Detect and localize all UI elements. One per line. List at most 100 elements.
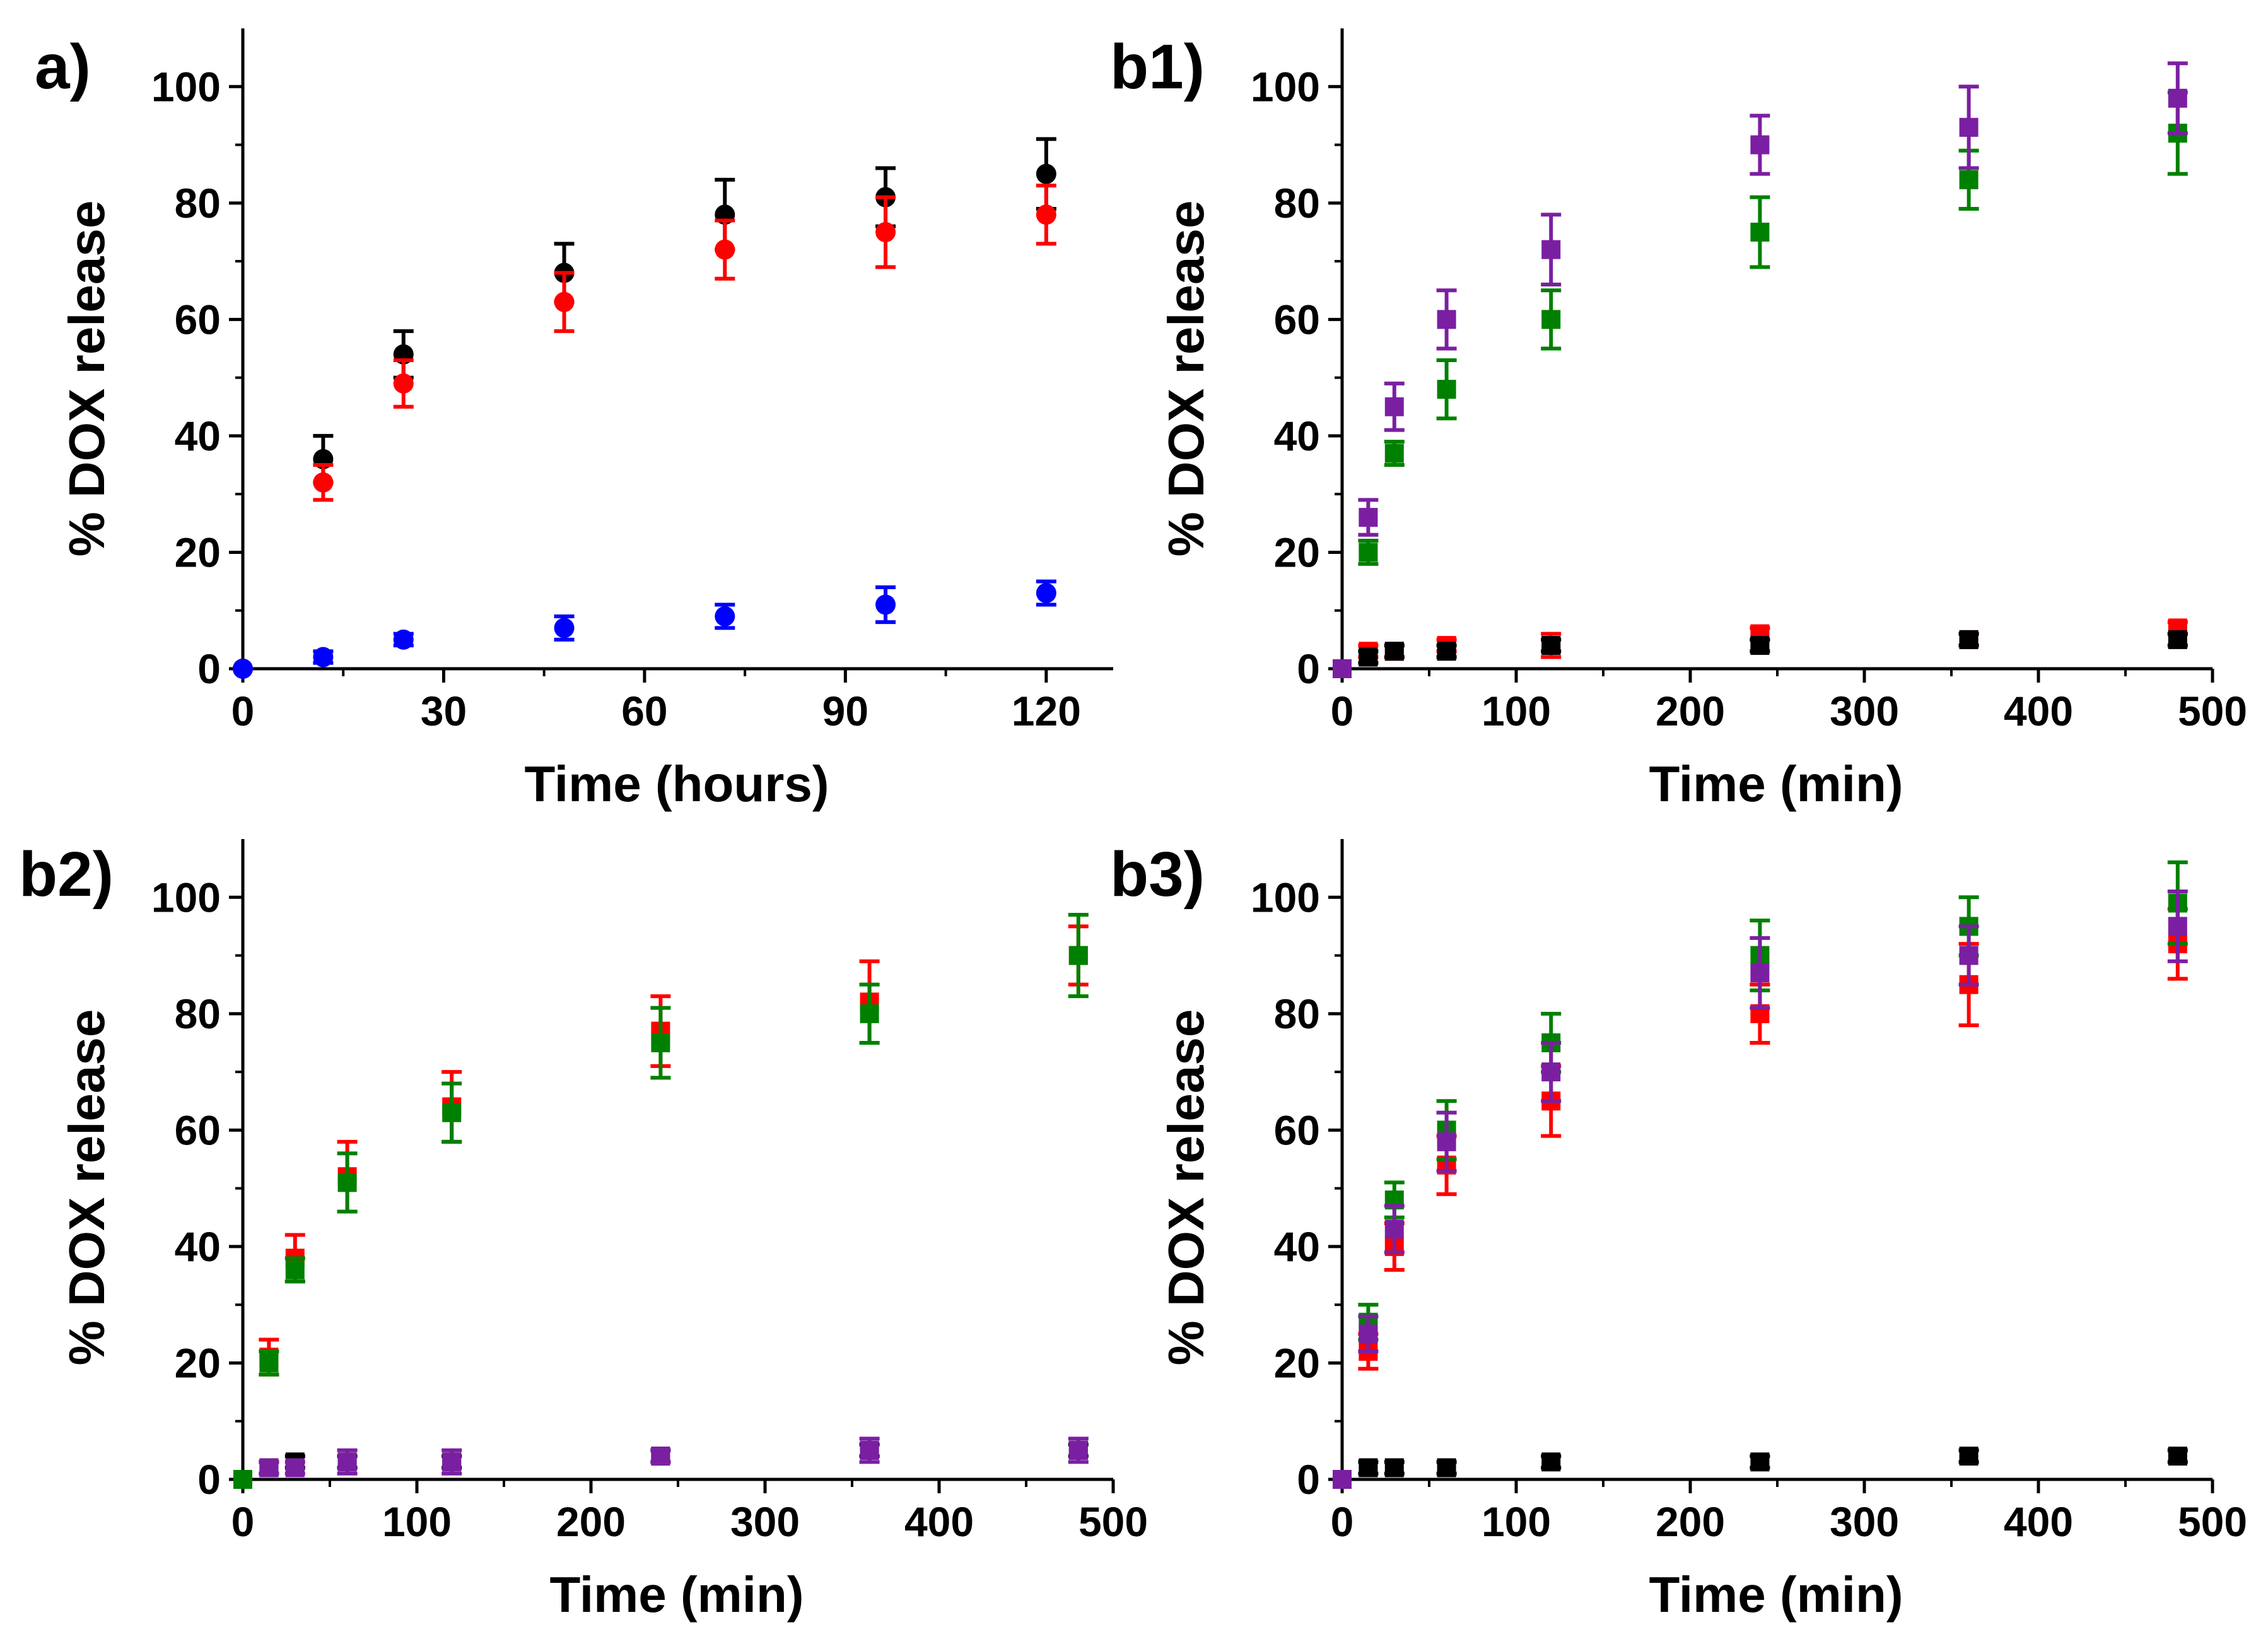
data-point xyxy=(1750,636,1770,655)
x-tick-label: 200 xyxy=(556,1498,626,1545)
panel-a: a) % DOX release Time (hours) 0 30 60 90 120… xyxy=(35,28,1113,812)
data-point xyxy=(2168,88,2187,108)
y-tick-label: 0 xyxy=(197,1456,221,1503)
panel-b1: b1) % DOX release Time (min) 0 100 200 300 4… xyxy=(1110,28,2247,812)
data-point xyxy=(1359,508,1378,527)
data-point xyxy=(651,1447,670,1466)
y-tick-label: 40 xyxy=(1274,413,1320,459)
data-point xyxy=(285,1458,305,1477)
data-point xyxy=(2168,1447,2187,1466)
y-tick-label: 100 xyxy=(151,874,221,920)
data-point xyxy=(1359,647,1378,667)
x-tick-label: 0 xyxy=(231,688,255,734)
x-tick-label: 400 xyxy=(2004,688,2073,734)
data-point xyxy=(393,373,414,394)
data-point xyxy=(1437,1458,1456,1477)
x-tick-label: 30 xyxy=(421,688,467,734)
x-tick-label: 60 xyxy=(621,688,667,734)
data-point xyxy=(1437,1132,1456,1151)
data-point xyxy=(1959,170,1979,189)
y-tick-label: 40 xyxy=(175,1223,221,1270)
data-point xyxy=(1333,659,1352,678)
data-point xyxy=(337,1173,357,1192)
y-tick-label: 20 xyxy=(1274,529,1320,575)
panel-label: b1) xyxy=(1110,32,1205,102)
y-tick-label: 40 xyxy=(175,413,221,459)
x-tick-label: 100 xyxy=(382,1498,452,1545)
data-point xyxy=(2168,917,2187,936)
y-axis-label: % DOX release xyxy=(1158,201,1214,557)
data-point xyxy=(259,1458,279,1477)
y-tick-label: 80 xyxy=(1274,990,1320,1037)
y-tick-label: 60 xyxy=(175,1107,221,1153)
y-tick-label: 80 xyxy=(175,180,221,226)
x-tick-label: 300 xyxy=(1830,688,1899,734)
x-tick-label: 0 xyxy=(1331,688,1354,734)
data-point xyxy=(1541,1062,1561,1082)
x-tick-label: 90 xyxy=(822,688,868,734)
data-point xyxy=(1750,963,1770,983)
x-tick-label: 120 xyxy=(1012,688,1081,734)
y-tick-label: 0 xyxy=(1297,1456,1320,1503)
data-point xyxy=(1359,1324,1378,1344)
data-point xyxy=(1750,222,1770,242)
data-point xyxy=(1359,543,1378,562)
data-point xyxy=(1541,1452,1561,1472)
x-tick-label: 500 xyxy=(2178,688,2247,734)
data-point xyxy=(442,1452,462,1472)
data-point xyxy=(554,618,575,638)
data-point xyxy=(259,1353,279,1373)
y-tick-label: 100 xyxy=(1251,63,1320,110)
y-axis-label: % DOX release xyxy=(59,1009,115,1366)
data-point xyxy=(715,239,735,260)
data-point xyxy=(1384,1458,1404,1477)
data-point xyxy=(1959,1447,1979,1466)
data-point xyxy=(233,1470,252,1489)
panel-label: b3) xyxy=(1110,839,1205,910)
x-axis-label: Time (min) xyxy=(1649,1566,1903,1623)
panel-b2: b2) % DOX release Time (min) 0 100 200 300 4… xyxy=(19,839,1148,1623)
data-point xyxy=(860,1004,879,1023)
x-tick-label: 100 xyxy=(1482,688,1551,734)
data-point xyxy=(1437,642,1456,661)
data-point xyxy=(1959,117,1979,137)
x-axis-label: Time (hours) xyxy=(524,756,829,812)
y-tick-label: 20 xyxy=(175,529,221,575)
data-point xyxy=(875,594,896,615)
y-tick-label: 60 xyxy=(1274,296,1320,343)
data-point xyxy=(1959,946,1979,965)
data-point xyxy=(554,291,575,312)
x-tick-label: 300 xyxy=(1830,1498,1899,1545)
y-tick-label: 60 xyxy=(1274,1107,1320,1153)
y-tick-label: 20 xyxy=(175,1339,221,1386)
x-tick-label: 500 xyxy=(2178,1498,2247,1545)
x-tick-label: 500 xyxy=(1078,1498,1148,1545)
data-point xyxy=(442,1103,462,1122)
x-tick-label: 0 xyxy=(231,1498,255,1545)
x-tick-label: 200 xyxy=(1656,1498,1725,1545)
y-axis-label: % DOX release xyxy=(1158,1009,1214,1366)
data-point xyxy=(285,1260,305,1279)
data-point xyxy=(1541,240,1561,259)
data-point xyxy=(1437,380,1456,399)
y-tick-label: 20 xyxy=(1274,1339,1320,1386)
y-tick-label: 60 xyxy=(175,296,221,343)
y-tick-label: 80 xyxy=(175,990,221,1037)
x-tick-label: 400 xyxy=(904,1498,974,1545)
data-point xyxy=(337,1452,357,1472)
x-tick-label: 0 xyxy=(1331,1498,1354,1545)
data-point xyxy=(313,647,334,667)
data-point xyxy=(1068,946,1088,965)
data-point xyxy=(1750,135,1770,155)
data-point xyxy=(715,606,735,626)
data-point xyxy=(1437,310,1456,329)
data-point xyxy=(1068,1440,1088,1460)
data-point xyxy=(1384,642,1404,661)
data-point xyxy=(1750,1452,1770,1472)
data-point xyxy=(1333,1470,1352,1489)
panel-b3: b3) % DOX release Time (min) 0 100 200 300 4… xyxy=(1110,839,2247,1623)
y-tick-label: 80 xyxy=(1274,180,1320,226)
data-point xyxy=(1384,444,1404,463)
data-point xyxy=(1384,397,1404,416)
panel-label: b2) xyxy=(19,839,114,910)
